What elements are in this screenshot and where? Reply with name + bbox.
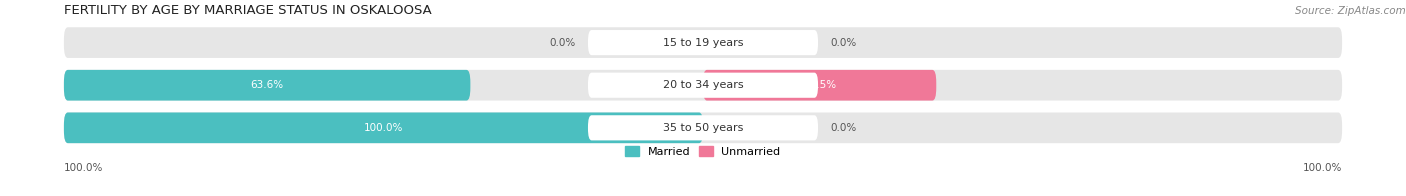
- Text: 0.0%: 0.0%: [831, 38, 858, 48]
- FancyBboxPatch shape: [703, 70, 936, 101]
- Text: 0.0%: 0.0%: [831, 123, 858, 133]
- FancyBboxPatch shape: [63, 70, 471, 101]
- Text: 0.0%: 0.0%: [548, 38, 575, 48]
- FancyBboxPatch shape: [588, 115, 818, 140]
- FancyBboxPatch shape: [588, 73, 818, 98]
- FancyBboxPatch shape: [63, 113, 1343, 143]
- Text: 100.0%: 100.0%: [63, 163, 103, 173]
- Text: FERTILITY BY AGE BY MARRIAGE STATUS IN OSKALOOSA: FERTILITY BY AGE BY MARRIAGE STATUS IN O…: [63, 4, 432, 17]
- Text: 100.0%: 100.0%: [364, 123, 404, 133]
- Text: 63.6%: 63.6%: [250, 80, 284, 90]
- Text: Source: ZipAtlas.com: Source: ZipAtlas.com: [1295, 6, 1406, 16]
- Legend: Married, Unmarried: Married, Unmarried: [621, 141, 785, 161]
- Text: 100.0%: 100.0%: [1303, 163, 1343, 173]
- Text: 15 to 19 years: 15 to 19 years: [662, 38, 744, 48]
- FancyBboxPatch shape: [588, 30, 818, 55]
- Text: 36.5%: 36.5%: [803, 80, 837, 90]
- FancyBboxPatch shape: [63, 113, 703, 143]
- Text: 35 to 50 years: 35 to 50 years: [662, 123, 744, 133]
- FancyBboxPatch shape: [63, 27, 1343, 58]
- Text: 20 to 34 years: 20 to 34 years: [662, 80, 744, 90]
- FancyBboxPatch shape: [63, 70, 1343, 101]
